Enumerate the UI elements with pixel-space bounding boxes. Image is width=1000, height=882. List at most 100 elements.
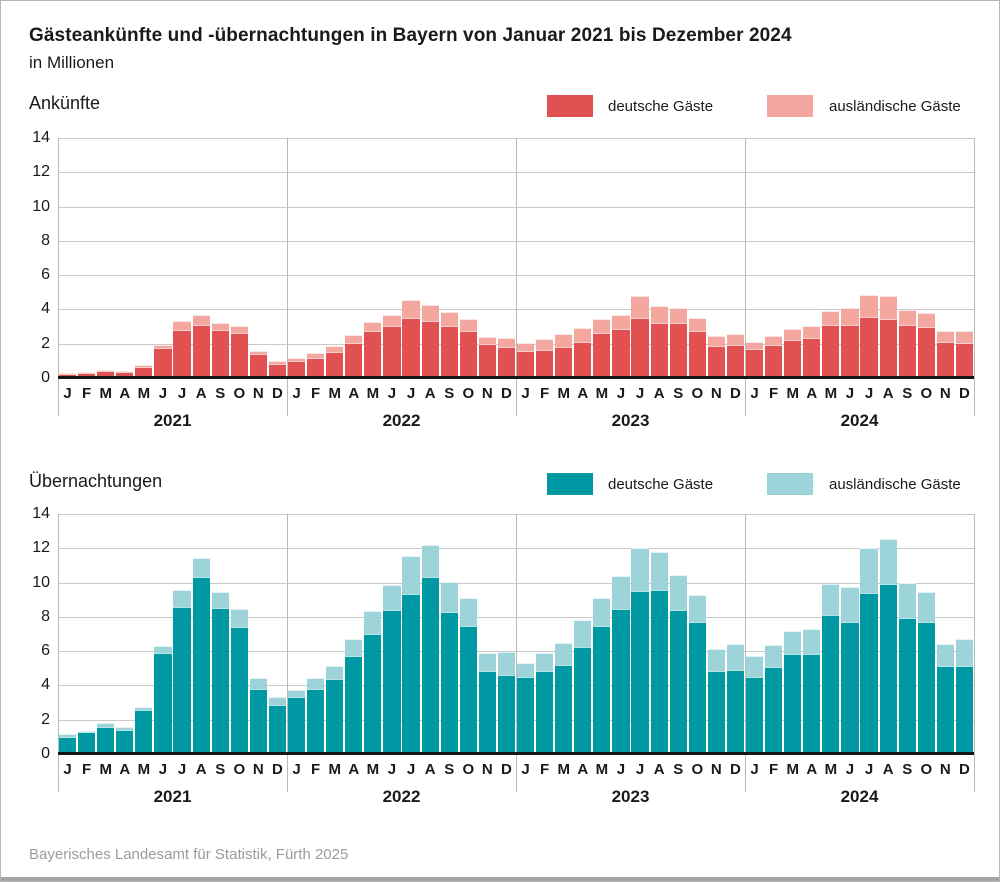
bar-segment-domestic (249, 689, 267, 752)
bar-segment-foreign (192, 558, 210, 578)
month-label: J (406, 385, 416, 402)
bar-segment-domestic (116, 729, 134, 752)
month-label: M (595, 761, 609, 778)
bar-segment-foreign (765, 335, 783, 346)
month-label: S (444, 385, 455, 402)
bar-segment-domestic (135, 710, 153, 752)
month-label: M (824, 385, 838, 402)
bar-segment-foreign (879, 296, 897, 319)
legend-swatch-foreign-guests (767, 95, 813, 117)
month-label: A (577, 385, 589, 402)
month-label: N (710, 385, 722, 402)
bar-segment-domestic (917, 621, 935, 752)
month-label: A (119, 761, 131, 778)
bar-segment-domestic (459, 626, 477, 752)
month-label: J (177, 761, 187, 778)
month-label: O (462, 761, 475, 778)
bar-segment-domestic (307, 688, 325, 752)
bar-segment-foreign (211, 591, 229, 608)
bar-segment-foreign (745, 656, 764, 677)
month-label: N (710, 761, 722, 778)
bar-segment-domestic (765, 345, 783, 376)
legend-label-foreign-guests: ausländische Gäste (829, 98, 961, 115)
month-label: M (786, 385, 799, 402)
bar-segment-domestic (765, 667, 783, 752)
month-label: J (387, 385, 397, 402)
bar-segment-foreign (860, 294, 878, 317)
month-label: A (424, 761, 436, 778)
month-label: J (845, 385, 855, 402)
month-label: A (806, 761, 818, 778)
bar-segment-domestic (784, 654, 802, 752)
y-axis-tick-14: 14 (32, 505, 50, 522)
month-label: J (387, 761, 397, 778)
bar-segment-foreign (765, 644, 783, 668)
month-label: A (119, 385, 131, 402)
month-label: F (82, 761, 92, 778)
month-label: A (882, 761, 894, 778)
month-label: O (462, 385, 475, 402)
bar-segment-domestic (287, 361, 306, 376)
bar-segment-foreign (803, 326, 821, 339)
month-label: D (730, 761, 741, 778)
month-label: N (252, 385, 264, 402)
month-label: M (99, 761, 112, 778)
bar-segment-domestic (345, 342, 363, 376)
month-label: O (920, 761, 933, 778)
month-label: D (730, 385, 741, 402)
month-label: D (272, 385, 283, 402)
bar-segment-domestic (574, 341, 592, 376)
month-label: D (272, 761, 283, 778)
bar-segment-domestic (803, 654, 821, 752)
bar-segment-domestic (78, 372, 96, 376)
month-label: A (424, 385, 436, 402)
bar-segment-foreign (345, 638, 363, 656)
bar-segment-foreign (612, 315, 630, 329)
bar-segment-foreign (707, 335, 725, 346)
bar-segment-domestic (917, 327, 935, 376)
bar-segment-domestic (154, 347, 172, 376)
bar-segment-domestic (383, 609, 401, 752)
page-subtitle: in Millionen (29, 53, 115, 72)
month-label: O (691, 761, 704, 778)
bar-segment-domestic (688, 331, 706, 376)
bar-segment-domestic (326, 352, 344, 376)
y-axis-tick-14: 14 (32, 129, 50, 146)
bar-segment-domestic (97, 370, 115, 376)
legend-swatch-domestic-guests (547, 473, 593, 495)
bar-segment-domestic (898, 325, 916, 376)
x-axis-line (58, 375, 974, 379)
bar-segment-domestic (745, 676, 764, 752)
bar-segment-foreign (650, 305, 668, 323)
bar-segment-foreign (287, 358, 306, 362)
year-separator-line (744, 138, 746, 416)
y-axis-tick-0: 0 (41, 369, 50, 386)
month-label: J (292, 385, 301, 402)
month-label: F (311, 761, 321, 778)
bar-segment-domestic (173, 329, 191, 376)
month-label: M (557, 761, 570, 778)
bar-segment-foreign (268, 697, 287, 705)
month-label: N (252, 761, 264, 778)
bar-segment-foreign (78, 730, 96, 733)
year-label: 2021 (153, 787, 192, 806)
bar-segment-domestic (726, 345, 745, 376)
month-label: J (616, 761, 626, 778)
bar-segment-domestic (478, 671, 496, 752)
bar-segment-foreign (650, 552, 668, 590)
month-label: S (673, 761, 684, 778)
month-label: J (864, 385, 874, 402)
legend-label-foreign-guests: ausländische Gäste (829, 476, 961, 493)
bar-segment-foreign (383, 315, 401, 327)
bar-segment-foreign (459, 318, 477, 332)
month-label: D (501, 385, 512, 402)
bar-segment-foreign (230, 326, 248, 334)
bottom-accent-bar (1, 877, 999, 881)
bar-segment-domestic (516, 351, 535, 376)
bar-segment-foreign (116, 727, 134, 730)
bar-segment-foreign (97, 722, 115, 728)
month-label: N (939, 385, 951, 402)
bar-segment-foreign (135, 365, 153, 367)
bar-segment-foreign (688, 317, 706, 332)
